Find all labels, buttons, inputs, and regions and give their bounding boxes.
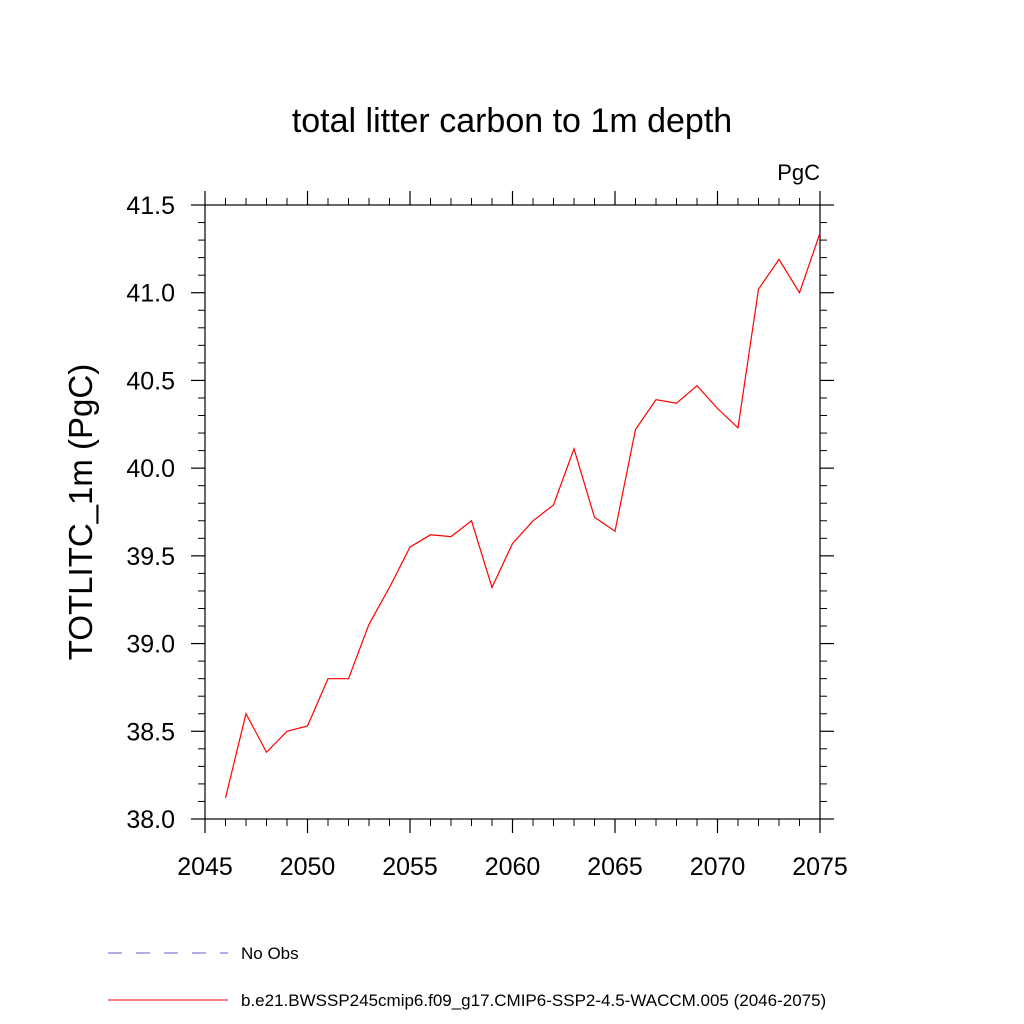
y-axis-label: TOTLITC_1m (PgC) — [62, 364, 99, 660]
legend-label-0: No Obs — [241, 944, 299, 963]
x-tick-label: 2045 — [177, 853, 233, 881]
axis-ticks — [191, 191, 834, 833]
chart-title: total litter carbon to 1m depth — [292, 102, 732, 140]
units-label: PgC — [777, 160, 820, 185]
x-tick-label: 2075 — [792, 853, 848, 881]
y-tick-label: 41.0 — [126, 280, 175, 308]
x-tick-label: 2055 — [382, 853, 438, 881]
x-tick-label: 2070 — [690, 853, 746, 881]
series-group — [224, 232, 821, 799]
y-tick-label: 40.0 — [126, 455, 175, 483]
plot-frame — [204, 204, 821, 820]
tick-labels: 2045 2050 2055 2060 2065 2070 2075 38.0 38.5 39.0… — [126, 192, 847, 881]
y-tick-label: 39.0 — [126, 631, 175, 659]
legend-label-1: b.e21.BWSSP245cmip6.f09_g17.CMIP6-SSP2-4… — [241, 991, 826, 1010]
legend: No Obs b.e21.BWSSP245cmip6.f09_g17.CMIP6-… — [108, 944, 826, 1010]
y-tick-label: 41.5 — [126, 192, 175, 220]
x-tick-label: 2060 — [485, 853, 541, 881]
y-tick-label: 38.5 — [126, 718, 175, 746]
y-tick-label: 40.5 — [126, 367, 175, 395]
y-tick-label: 38.0 — [126, 806, 175, 834]
y-tick-label: 39.5 — [126, 543, 175, 571]
x-tick-label: 2050 — [280, 853, 336, 881]
series-line-0 — [224, 232, 821, 799]
x-tick-label: 2065 — [587, 853, 643, 881]
